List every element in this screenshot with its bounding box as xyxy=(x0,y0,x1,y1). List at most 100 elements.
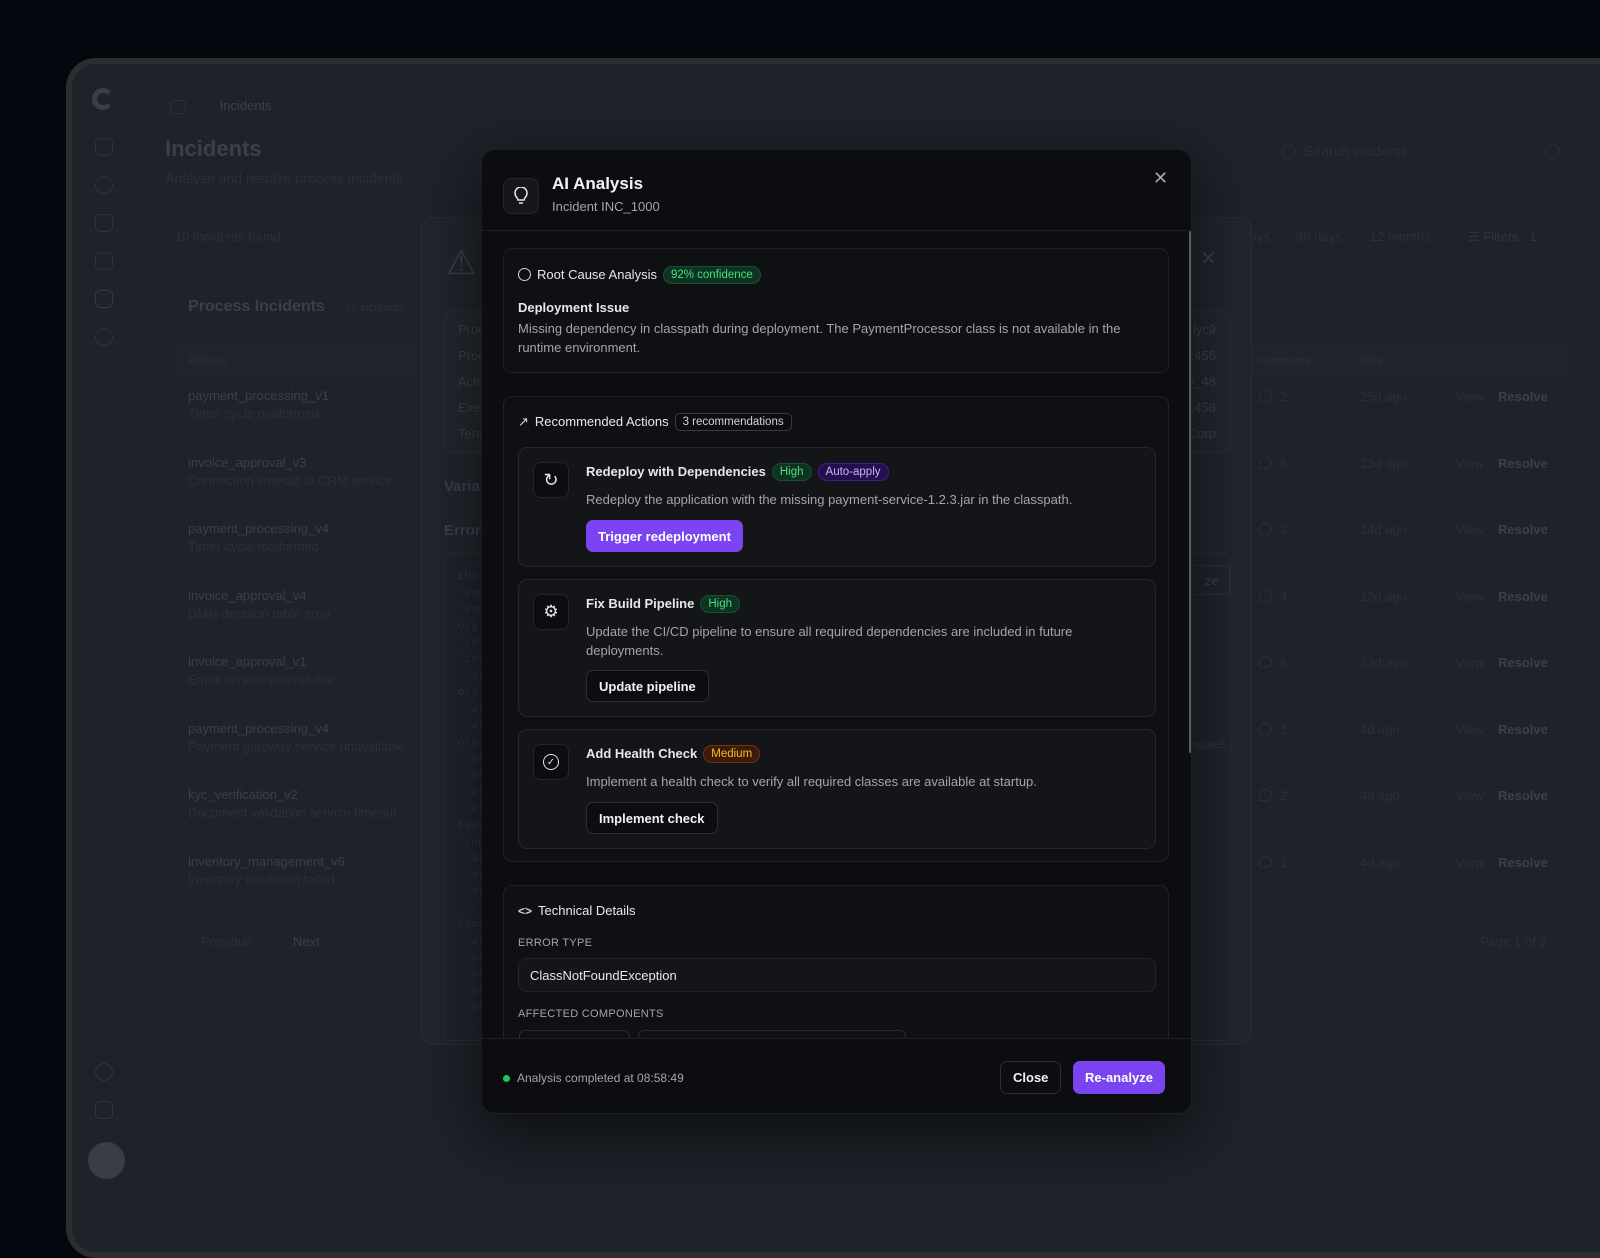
view-link[interactable]: View xyxy=(1456,721,1484,737)
close-button[interactable]: Close xyxy=(1000,1061,1062,1094)
view-link[interactable]: View xyxy=(1456,455,1484,471)
previous-button[interactable]: Previous xyxy=(201,934,252,949)
view-link[interactable]: View xyxy=(1456,522,1484,537)
page-subtitle: Analyze and resolve process incidents xyxy=(165,170,404,186)
list-title: Process Incidents xyxy=(188,298,325,315)
incident-message: Inventory validation failed xyxy=(188,871,335,887)
affected-components-label: AFFECTED COMPONENTS xyxy=(518,1008,664,1020)
comment-count: 2 xyxy=(1280,389,1288,404)
view-link[interactable]: View xyxy=(1456,788,1484,803)
root-cause-title: Deployment Issue xyxy=(518,300,630,315)
recommendation-text: Implement a health check to verify all r… xyxy=(586,774,1037,789)
stacktrace-line: 'con xyxy=(458,602,485,616)
view-link[interactable]: View xyxy=(1456,389,1484,404)
stacktrace-line: org. xyxy=(458,685,485,699)
comment-count: 4 xyxy=(1280,588,1288,604)
incident-message: Email service unavailable xyxy=(188,672,335,687)
shield-alert-icon[interactable] xyxy=(95,290,113,308)
col-date: Date xyxy=(1360,355,1384,367)
breadcrumb-current[interactable]: Incidents xyxy=(219,98,272,113)
comment-icon xyxy=(1259,855,1272,868)
home-icon[interactable] xyxy=(170,99,186,114)
comment-icon xyxy=(1259,656,1272,668)
process-name: invoice_approval_v1 xyxy=(188,654,307,669)
resolve-link[interactable]: Resolve xyxy=(1498,389,1548,404)
user-icon[interactable] xyxy=(95,328,113,346)
view-link[interactable]: View xyxy=(1456,655,1484,670)
comment-icon xyxy=(1259,722,1272,735)
scrollbar[interactable] xyxy=(1189,231,1191,753)
modal-footer: Analysis completed at 08:58:49 Close Re-… xyxy=(482,1038,1191,1113)
refresh-icon[interactable] xyxy=(1545,144,1560,159)
implement-check-button[interactable]: Implement check xyxy=(586,802,718,834)
root-cause-card: Root Cause Analysis 92% confidence Deploy… xyxy=(503,248,1169,373)
trigger-redeployment-button[interactable]: Trigger redeployment xyxy=(586,520,743,552)
search-field[interactable]: Search incidents xyxy=(1282,143,1408,160)
error-type-field: ClassNotFoundException xyxy=(518,958,1156,992)
resolve-link[interactable]: Resolve xyxy=(1498,588,1548,604)
comment-icon xyxy=(1259,456,1272,469)
modal-subtitle: Incident INC_1000 xyxy=(552,199,660,214)
info-value: :456 xyxy=(1190,348,1216,363)
recommendations-count: 3 recommendations xyxy=(674,413,792,431)
incident-date: 13d ago xyxy=(1360,588,1407,604)
resolve-link[interactable]: Resolve xyxy=(1498,655,1548,670)
list-count: 10 incidents xyxy=(345,302,404,314)
copy-icon[interactable] xyxy=(95,252,113,270)
table-row[interactable]: payment_processing_v4 Payment gateway se… xyxy=(176,721,1563,777)
table-row[interactable]: invoice_approval_v3 Connection timeout t… xyxy=(176,455,1563,511)
settings-icon[interactable] xyxy=(95,1063,113,1081)
col-comments: Comments xyxy=(1257,355,1311,367)
confidence-badge: 92% confidence xyxy=(662,266,761,284)
avatar[interactable] xyxy=(88,1142,125,1179)
table-row[interactable]: invoice_approval_v4 DMN decision table e… xyxy=(176,588,1563,644)
next-button[interactable]: Next xyxy=(293,934,320,949)
workflow-icon[interactable] xyxy=(95,214,113,232)
process-name: payment_processing_v4 xyxy=(188,720,329,736)
gear-icon: ⚙ xyxy=(533,594,569,630)
time-tab-7d[interactable]: ays xyxy=(1250,229,1271,244)
resolve-link[interactable]: Resolve xyxy=(1498,721,1548,737)
resolve-link[interactable]: Resolve xyxy=(1498,522,1548,537)
table-row[interactable]: inventory_management_v6 Inventory valida… xyxy=(176,854,1563,910)
view-link[interactable]: View xyxy=(1456,854,1484,870)
resolve-link[interactable]: Resolve xyxy=(1498,455,1548,471)
table-row[interactable]: payment_processing_v1 Timer cycle malfor… xyxy=(176,388,1563,444)
clock-icon[interactable] xyxy=(95,176,113,194)
resolve-link[interactable]: Resolve xyxy=(1498,854,1548,870)
incident-date: 14d ago xyxy=(1360,522,1407,537)
check-circle-icon: ✓ xyxy=(533,744,569,780)
ai-analysis-modal: AI Analysis Incident INC_1000 ✕ Root Cau… xyxy=(481,149,1192,1114)
update-pipeline-button[interactable]: Update pipeline xyxy=(586,670,709,702)
layout-icon[interactable] xyxy=(95,1101,113,1119)
analysis-status: Analysis completed at 08:58:49 xyxy=(517,1071,684,1085)
status-dot xyxy=(503,1075,510,1082)
stacktrace-line: 'con xyxy=(458,585,485,599)
table-row[interactable]: payment_processing_v4 Timer cycle malfor… xyxy=(176,521,1563,577)
incident-message: Timer cycle malformed xyxy=(188,539,319,554)
modal-title: AI Analysis xyxy=(552,174,644,193)
col-process: Process xyxy=(188,355,228,367)
priority-badge: Medium xyxy=(703,745,761,763)
breadcrumb: Incidents xyxy=(170,98,272,114)
close-icon[interactable]: ✕ xyxy=(1153,168,1169,188)
view-link[interactable]: View xyxy=(1456,588,1484,604)
close-icon[interactable]: ✕ xyxy=(1200,248,1217,270)
reanalyze-button[interactable]: Re-analyze xyxy=(1073,1061,1165,1094)
table-row[interactable]: kyc_verification_v2 Document validation … xyxy=(176,787,1563,843)
time-tab-12m[interactable]: 12 months xyxy=(1370,229,1431,244)
sidebar xyxy=(88,88,125,1188)
table-row[interactable]: invoice_approval_v1 Email service unavai… xyxy=(176,654,1563,710)
time-tab-30d[interactable]: 30 days xyxy=(1296,229,1342,244)
stacktrace-line: org. xyxy=(458,618,485,632)
incident-date: 33d ago xyxy=(1360,655,1407,670)
info-value: Corp xyxy=(1187,426,1216,441)
root-cause-text: Missing dependency in classpath during d… xyxy=(518,321,1121,355)
logo xyxy=(92,88,114,110)
filters-button[interactable]: ☰ Filters 1 xyxy=(1468,229,1537,244)
home-icon[interactable] xyxy=(95,138,113,156)
recommendation-item: ↻ Redeploy with Dependencies High Auto-app… xyxy=(518,447,1156,567)
warning-icon: ⚠ xyxy=(446,244,477,282)
resolve-link[interactable]: Resolve xyxy=(1498,788,1548,803)
recommendation-title: Fix Build Pipeline xyxy=(586,596,695,611)
